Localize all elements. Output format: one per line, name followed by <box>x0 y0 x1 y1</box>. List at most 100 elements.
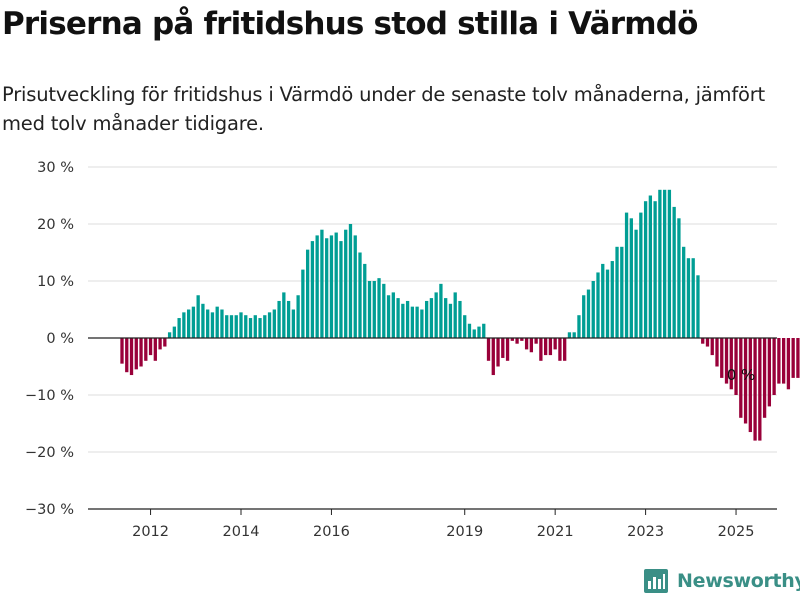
bar <box>596 272 600 338</box>
bar <box>653 201 657 338</box>
bar <box>582 295 586 338</box>
bar <box>772 338 776 395</box>
bar <box>234 315 238 338</box>
bar <box>144 338 148 361</box>
x-tick-label: 2023 <box>627 524 664 540</box>
bar <box>491 338 495 376</box>
bar <box>125 338 129 373</box>
bar <box>229 315 234 338</box>
bar <box>248 318 253 338</box>
bar <box>267 312 272 338</box>
bar <box>667 189 672 338</box>
bar <box>777 338 781 384</box>
bar <box>134 338 138 370</box>
x-tick-label: 2025 <box>718 524 755 540</box>
bar <box>244 315 248 338</box>
bar <box>767 338 772 407</box>
bar <box>382 283 386 338</box>
x-tick-label: 2021 <box>537 524 574 540</box>
bar <box>605 269 610 338</box>
bar <box>206 309 210 338</box>
bars <box>120 189 800 441</box>
bar <box>548 338 553 356</box>
bar <box>167 332 172 338</box>
bar <box>172 326 177 338</box>
y-tick-label: −10 % <box>25 388 74 404</box>
bar <box>439 283 443 338</box>
bar <box>158 338 162 350</box>
bar <box>553 338 557 350</box>
bar <box>624 212 629 338</box>
bar <box>672 206 676 338</box>
bar <box>353 235 357 338</box>
bar <box>496 338 500 367</box>
bar <box>524 338 529 350</box>
newsworthy-logo[interactable]: Newsworthy <box>644 569 800 593</box>
bar <box>748 338 752 433</box>
bar <box>220 309 224 338</box>
bar <box>639 212 643 338</box>
bar <box>705 338 710 347</box>
bar <box>305 249 310 338</box>
bar <box>334 232 338 338</box>
bar <box>610 261 614 338</box>
latest-value-label: 0 % <box>727 366 756 384</box>
bar <box>505 338 510 361</box>
bar <box>410 306 415 338</box>
bar <box>367 281 372 338</box>
bar <box>153 338 157 361</box>
y-tick-label: 30 % <box>37 160 74 176</box>
bar <box>643 201 648 338</box>
bar <box>743 338 748 424</box>
bar <box>344 229 348 338</box>
bar <box>196 295 200 338</box>
bar <box>601 263 605 338</box>
bar <box>586 289 591 338</box>
bar <box>310 241 315 338</box>
bar <box>339 241 343 338</box>
bar <box>758 338 762 441</box>
bar <box>734 338 738 395</box>
bar <box>139 338 143 367</box>
bar <box>129 338 134 376</box>
bar <box>358 252 362 338</box>
y-tick-label: −20 % <box>25 445 74 461</box>
bar <box>629 218 633 338</box>
bar <box>239 312 243 338</box>
bar <box>591 281 595 338</box>
bar <box>482 323 486 338</box>
bar <box>253 315 257 338</box>
bar <box>710 338 714 356</box>
y-tick-label: 10 % <box>37 274 74 290</box>
bar <box>286 300 291 338</box>
bar <box>201 303 205 338</box>
y-tick-label: 20 % <box>37 217 74 233</box>
bar <box>472 329 476 338</box>
bar <box>325 238 329 338</box>
gridlines <box>88 166 777 453</box>
bar-chart: 30 %20 %10 %0 %−10 %−20 %−30 % 2012 2014 2… <box>25 160 800 540</box>
bar <box>477 326 481 338</box>
bar <box>753 338 757 441</box>
bar <box>277 300 281 338</box>
bar <box>148 338 153 356</box>
bar <box>720 338 724 378</box>
x-tick-label: 2012 <box>132 524 169 540</box>
bar <box>724 338 729 384</box>
y-tick-label: 0 % <box>46 331 74 347</box>
bar <box>263 315 267 338</box>
bar <box>420 309 424 338</box>
bar <box>701 338 705 344</box>
bar <box>539 338 543 361</box>
y-axis-labels: 30 % 20 % 10 % 0 % −10 % −20 % −30 % <box>25 160 74 518</box>
bar <box>396 298 400 338</box>
bar <box>210 312 215 338</box>
x-tick-label: 2016 <box>313 524 350 540</box>
bar <box>715 338 719 367</box>
bar <box>796 338 800 378</box>
bar <box>567 332 572 338</box>
bar <box>543 338 548 356</box>
bar <box>434 292 438 338</box>
bar <box>648 195 653 338</box>
bar <box>348 224 353 338</box>
